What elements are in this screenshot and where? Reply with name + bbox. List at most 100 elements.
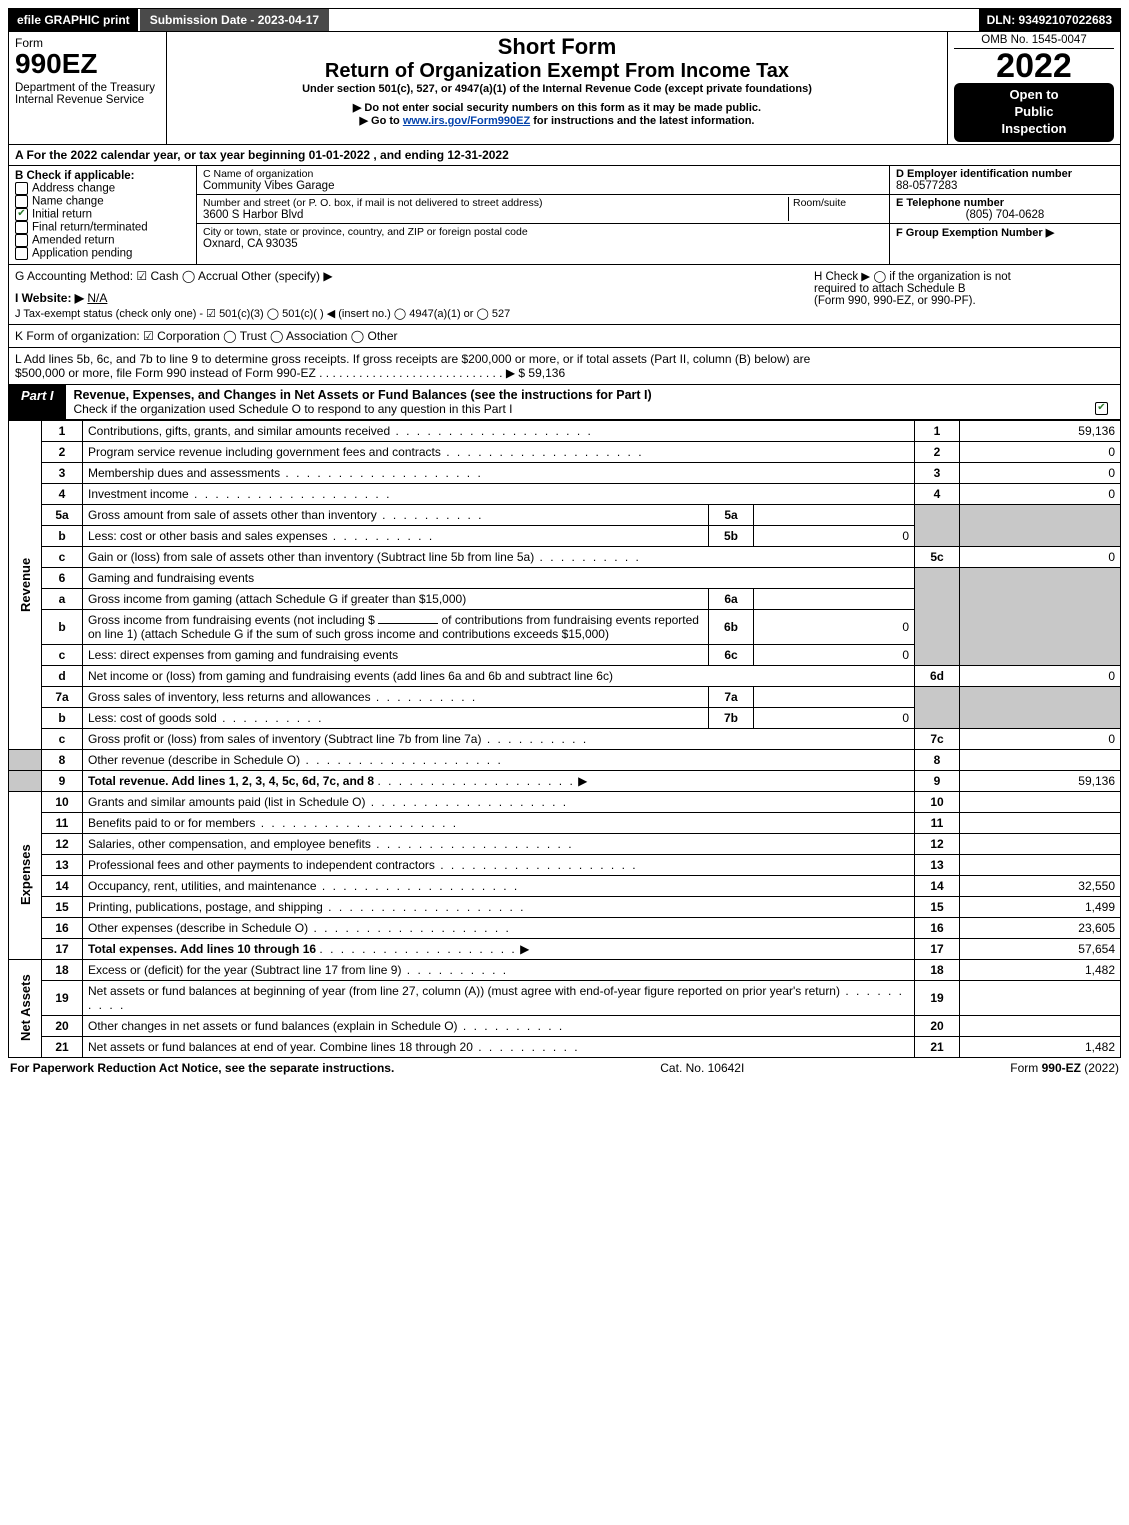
tax-exempt-status: J Tax-exempt status (check only one) - ☑… <box>15 308 510 320</box>
label-final-return: Final return/terminated <box>32 221 148 233</box>
street-value: 3600 S Harbor Blvd <box>203 209 303 221</box>
line-7a-inner-val <box>754 686 915 707</box>
dept-irs: Internal Revenue Service <box>15 94 160 106</box>
line-10-desc: Grants and similar amounts paid (list in… <box>88 795 568 809</box>
instructions-link-line: ▶ Go to www.irs.gov/Form990EZ for instru… <box>173 114 941 127</box>
line-7ab-grey <box>915 686 960 728</box>
footer-right-bold: 990-EZ <box>1042 1061 1081 1075</box>
line-13-desc: Professional fees and other payments to … <box>88 858 638 872</box>
revenue-spacer <box>9 749 42 770</box>
line-7c-num: c <box>42 728 83 749</box>
line-21-val: 1,482 <box>960 1036 1121 1057</box>
line-15-key: 15 <box>915 896 960 917</box>
line-12-key: 12 <box>915 833 960 854</box>
efile-print-label[interactable]: efile GRAPHIC print <box>9 9 138 31</box>
line-5c-num: c <box>42 546 83 567</box>
line-17-key: 17 <box>915 938 960 959</box>
line-5a-desc: Gross amount from sale of assets other t… <box>88 508 484 522</box>
line-6b-num: b <box>42 609 83 644</box>
footer-right: Form 990-EZ (2022) <box>1010 1061 1119 1075</box>
line-16-desc: Other expenses (describe in Schedule O) <box>88 921 511 935</box>
checkbox-final-return[interactable] <box>15 221 28 234</box>
line-6b-d1: Gross income from fundraising events (no… <box>88 613 375 627</box>
checkbox-name-change[interactable] <box>15 195 28 208</box>
revenue-spacer2 <box>9 770 42 791</box>
meta-g-h: G Accounting Method: ☑ Cash ◯ Accrual Ot… <box>8 265 1121 325</box>
line-17-val: 57,654 <box>960 938 1121 959</box>
line-16-num: 16 <box>42 917 83 938</box>
line-2-num: 2 <box>42 441 83 462</box>
room-suite-label: Room/suite <box>793 197 846 209</box>
irs-link[interactable]: www.irs.gov/Form990EZ <box>403 115 530 127</box>
footer-right-pre: Form <box>1010 1061 1041 1075</box>
line-5b-num: b <box>42 525 83 546</box>
website-value: N/A <box>87 291 107 305</box>
checkbox-initial-return[interactable] <box>15 208 28 221</box>
line-2-val: 0 <box>960 441 1121 462</box>
line-14-num: 14 <box>42 875 83 896</box>
line-6b-desc: Gross income from fundraising events (no… <box>83 609 709 644</box>
line-6b-inner-val: 0 <box>754 609 915 644</box>
line-9-val: 59,136 <box>960 770 1121 791</box>
part1-header: Part I Revenue, Expenses, and Changes in… <box>8 385 1121 420</box>
line-6c-desc: Less: direct expenses from gaming and fu… <box>83 644 709 665</box>
checkbox-schedule-o-part1[interactable] <box>1095 402 1108 415</box>
line-21-desc: Net assets or fund balances at end of ye… <box>88 1040 580 1054</box>
dln-label: DLN: 93492107022683 <box>979 9 1120 31</box>
checkbox-address-change[interactable] <box>15 182 28 195</box>
line-15-val: 1,499 <box>960 896 1121 917</box>
line-19-desc: Net assets or fund balances at beginning… <box>88 984 904 1012</box>
line-18-num: 18 <box>42 959 83 980</box>
line-20-num: 20 <box>42 1015 83 1036</box>
col-c-org-info: C Name of organization Community Vibes G… <box>197 166 890 264</box>
inspection-line3: Inspection <box>1001 121 1066 136</box>
line-6-grey <box>915 567 960 665</box>
line-11-key: 11 <box>915 812 960 833</box>
line-6a-desc: Gross income from gaming (attach Schedul… <box>83 588 709 609</box>
checkbox-amended-return[interactable] <box>15 234 28 247</box>
note2-post: for instructions and the latest informat… <box>530 115 754 127</box>
label-name-change: Name change <box>32 195 104 207</box>
line-4-key: 4 <box>915 483 960 504</box>
inspection-line2: Public <box>1014 104 1053 119</box>
line-5ab-grey-val <box>960 504 1121 546</box>
line-6a-inner-val <box>754 588 915 609</box>
line-11-val <box>960 812 1121 833</box>
line-5ab-grey <box>915 504 960 546</box>
line-19-key: 19 <box>915 980 960 1015</box>
form-header: Form 990EZ Department of the Treasury In… <box>8 32 1121 145</box>
schedule-b-check-l1: H Check ▶ ◯ if the organization is not <box>814 269 1114 283</box>
line-3-val: 0 <box>960 462 1121 483</box>
line-10-val <box>960 791 1121 812</box>
line-12-num: 12 <box>42 833 83 854</box>
line-6c-inner-num: 6c <box>709 644 754 665</box>
line-17-num: 17 <box>42 938 83 959</box>
line-7b-inner-val: 0 <box>754 707 915 728</box>
line-1-val: 59,136 <box>960 420 1121 441</box>
label-address-change: Address change <box>32 182 115 194</box>
schedule-b-check-l2: required to attach Schedule B <box>814 283 1114 295</box>
netassets-side-label: Net Assets <box>9 959 42 1057</box>
form-number: 990EZ <box>15 50 160 78</box>
dept-treasury: Department of the Treasury <box>15 82 160 94</box>
line-5b-inner-val: 0 <box>754 525 915 546</box>
checkbox-application-pending[interactable] <box>15 247 28 260</box>
form-of-organization: K Form of organization: ☑ Corporation ◯ … <box>15 329 398 343</box>
short-form-title: Short Form <box>173 34 941 60</box>
line-6c-inner-val: 0 <box>754 644 915 665</box>
line-12-desc: Salaries, other compensation, and employ… <box>88 837 574 851</box>
section-a-calendar-year: A For the 2022 calendar year, or tax yea… <box>8 145 1121 166</box>
meta-l: L Add lines 5b, 6c, and 7b to line 9 to … <box>8 348 1121 385</box>
footer-left: For Paperwork Reduction Act Notice, see … <box>10 1061 394 1075</box>
line-10-key: 10 <box>915 791 960 812</box>
subtitle: Under section 501(c), 527, or 4947(a)(1)… <box>173 83 941 95</box>
line-7b-inner-num: 7b <box>709 707 754 728</box>
line-7a-desc: Gross sales of inventory, less returns a… <box>88 690 477 704</box>
line-4-num: 4 <box>42 483 83 504</box>
label-initial-return: Initial return <box>32 208 92 220</box>
label-application-pending: Application pending <box>32 247 132 259</box>
line-7ab-grey-val <box>960 686 1121 728</box>
line-6d-desc: Net income or (loss) from gaming and fun… <box>83 665 915 686</box>
line-12-val <box>960 833 1121 854</box>
line-20-key: 20 <box>915 1015 960 1036</box>
